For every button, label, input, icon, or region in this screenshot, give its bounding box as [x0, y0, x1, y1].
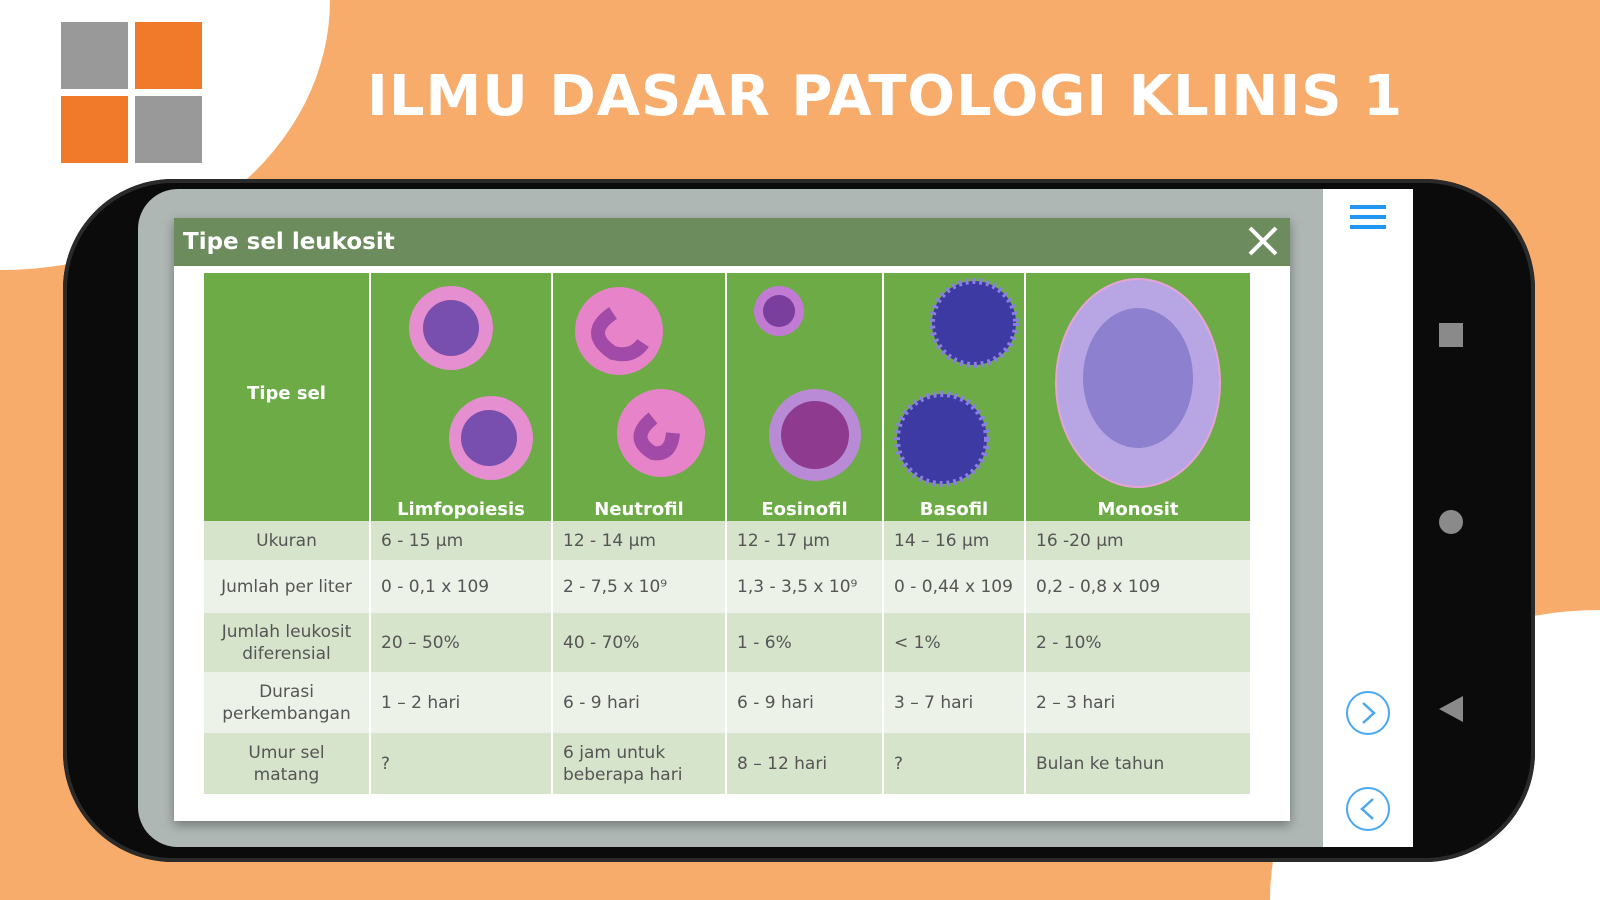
- square-icon[interactable]: [1439, 323, 1463, 347]
- column-header: Limfopoiesis: [397, 499, 525, 520]
- close-icon[interactable]: [1246, 224, 1280, 258]
- table-row: Jumlah per liter 0 - 0,1 x 109 2 - 7,5 x 1…: [204, 560, 1250, 613]
- table-cell: 12 - 17 µm: [726, 521, 884, 560]
- triangle-back-icon[interactable]: [1439, 696, 1463, 722]
- table-cell: 2 - 7,5 x 10⁹: [552, 560, 727, 613]
- row-label: Umur sel matang: [204, 733, 371, 794]
- column-header: Eosinofil: [761, 499, 848, 520]
- table-cell: 8 – 12 hari: [726, 733, 884, 794]
- header-cell: Limfopoiesis: [370, 273, 553, 521]
- table-cell: < 1%: [883, 613, 1026, 672]
- app-logo: [61, 22, 203, 164]
- table-cell: ?: [883, 733, 1026, 794]
- dialog-header: Tipe sel leukosit: [174, 218, 1290, 266]
- column-header: Monosit: [1097, 499, 1179, 520]
- column-header: Neutrofil: [594, 499, 684, 520]
- table-row: Jumlah leukosit diferensial 20 – 50% 40 - …: [204, 613, 1250, 672]
- row-label: Durasi perkembangan: [204, 672, 371, 733]
- eosinophil-image: [754, 286, 861, 481]
- basophil-image: [894, 278, 1019, 487]
- table-cell: 20 – 50%: [370, 613, 553, 672]
- table-cell: 6 jam untuk beberapa hari: [552, 733, 727, 794]
- table-row: Umur sel matang? 6 jam untuk beberapa har…: [204, 733, 1250, 794]
- table-cell: 6 - 15 µm: [370, 521, 553, 560]
- table-cell: 3 – 7 hari: [883, 672, 1026, 733]
- leukocyte-table: Tipe sel Limfopoiesis Neutrofil Eosinofi…: [204, 273, 1250, 794]
- table-cell: 2 - 10%: [1025, 613, 1250, 672]
- table-cell: 40 - 70%: [552, 613, 727, 672]
- table-cell: 1,3 - 3,5 x 10⁹: [726, 560, 884, 613]
- row-label: Jumlah leukosit diferensial: [204, 613, 371, 672]
- header-label: Tipe sel: [247, 383, 326, 404]
- table-row: Durasi perkembangan 1 – 2 hari 6 - 9 hari 6…: [204, 672, 1250, 733]
- dialog-title: Tipe sel leukosit: [183, 229, 395, 255]
- app-sidebar: [1323, 189, 1413, 847]
- chevron-left-circle-icon[interactable]: [1344, 785, 1392, 833]
- table-cell: 1 – 2 hari: [370, 672, 553, 733]
- table-cell: 6 - 9 hari: [726, 672, 884, 733]
- header-cell: Neutrofil: [552, 273, 727, 521]
- header-cell: Eosinofil: [726, 273, 884, 521]
- table-cell: 1 - 6%: [726, 613, 884, 672]
- header-cell: Basofil: [883, 273, 1026, 521]
- column-header: Basofil: [919, 499, 989, 520]
- banner-title: ILMU DASAR PATOLOGI KLINIS 1: [367, 64, 1404, 129]
- table-header-row: Tipe sel Limfopoiesis Neutrofil Eosinofi…: [204, 273, 1250, 521]
- monocyte-image: [1055, 278, 1221, 488]
- table-cell: Bulan ke tahun: [1025, 733, 1250, 794]
- table-cell: ?: [370, 733, 553, 794]
- circle-icon[interactable]: [1439, 510, 1463, 534]
- table-cell: 0 - 0,44 x 109: [883, 560, 1026, 613]
- neutrophil-image: [575, 287, 705, 477]
- leukocyte-dialog: Tipe sel leukosit Tipe sel Limfopoiesis …: [174, 218, 1290, 821]
- table-cell: 14 – 16 µm: [883, 521, 1026, 560]
- header-cell: Monosit: [1025, 273, 1250, 521]
- row-label: Jumlah per liter: [204, 560, 371, 613]
- table-cell: 6 - 9 hari: [552, 672, 727, 733]
- table-cell: 2 – 3 hari: [1025, 672, 1250, 733]
- table-cell: 0,2 - 0,8 x 109: [1025, 560, 1250, 613]
- table-cell: 12 - 14 µm: [552, 521, 727, 560]
- table-cell: 16 -20 µm: [1025, 521, 1250, 560]
- chevron-right-circle-icon[interactable]: [1344, 689, 1392, 737]
- table-row: Ukuran 6 - 15 µm 12 - 14 µm 12 - 17 µm 14 – …: [204, 521, 1250, 560]
- lymphocyte-image: [409, 286, 533, 480]
- table-cell: 0 - 0,1 x 109: [370, 560, 553, 613]
- hamburger-icon[interactable]: [1350, 203, 1386, 233]
- row-label: Ukuran: [204, 521, 371, 560]
- header-cell: Tipe sel: [204, 273, 371, 521]
